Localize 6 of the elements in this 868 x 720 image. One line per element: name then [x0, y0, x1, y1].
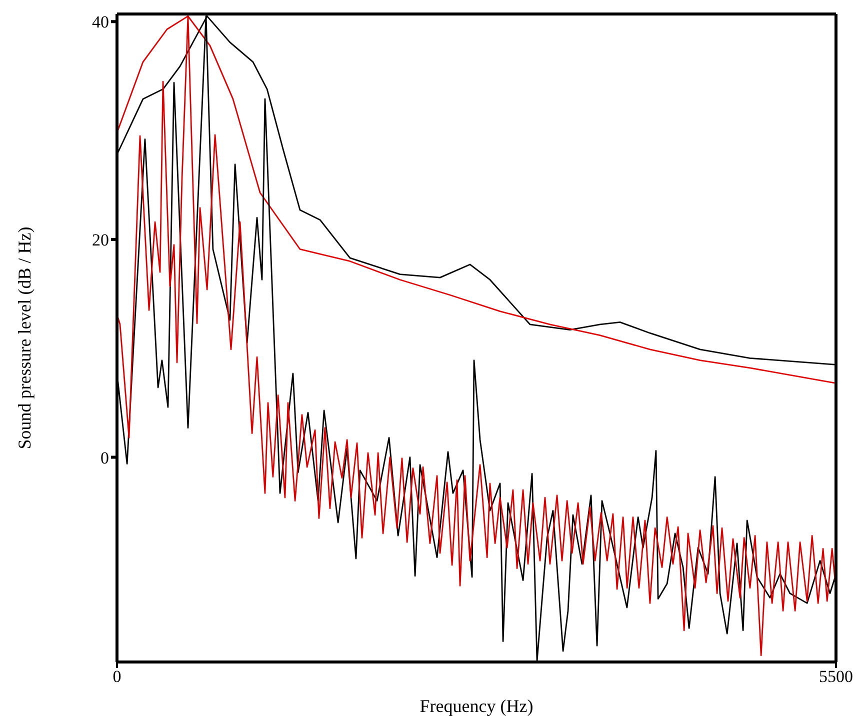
y-tick-label: 0 — [100, 448, 109, 468]
y-axis-title: Sound pressure level (dB / Hz) — [14, 226, 34, 450]
y-tick-label: 40 — [92, 12, 109, 32]
y-tick-label: 20 — [92, 230, 109, 250]
x-tick-label: 5500 — [819, 667, 853, 686]
x-axis-title: Frequency (Hz) — [420, 696, 534, 716]
